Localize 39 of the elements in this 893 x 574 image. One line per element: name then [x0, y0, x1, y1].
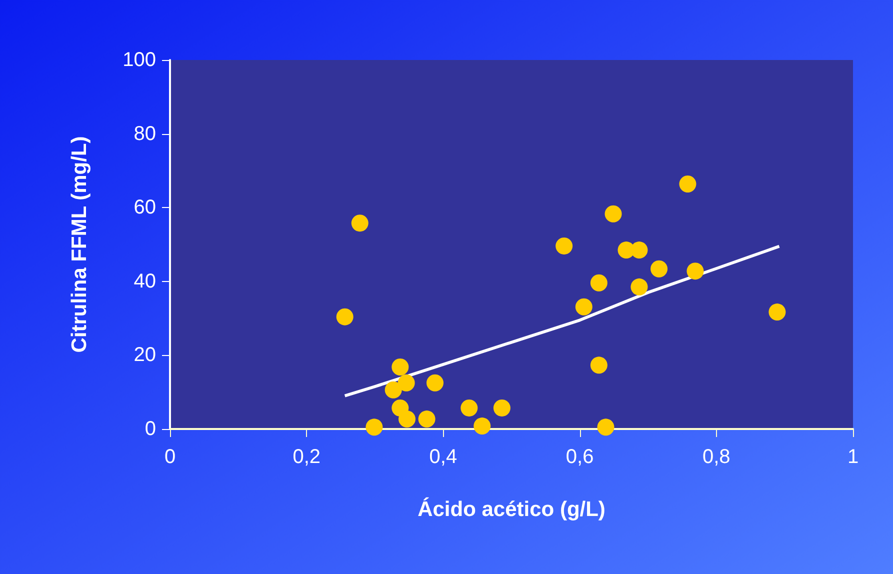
point: [590, 356, 608, 374]
point: [493, 399, 510, 416]
y-tick-label: 100: [122, 49, 156, 71]
point: [630, 242, 648, 259]
point: [474, 418, 491, 435]
point: [556, 237, 573, 254]
point: [336, 308, 354, 326]
point: [366, 418, 383, 436]
point: [398, 374, 415, 392]
point: [630, 278, 648, 296]
point: [575, 298, 592, 316]
x-tick-label: 0,6: [566, 446, 594, 468]
point: [679, 175, 696, 192]
x-tick-label: 0,8: [702, 446, 730, 468]
point: [768, 304, 786, 321]
point: [351, 214, 368, 232]
point: [650, 260, 668, 278]
point: [604, 205, 622, 222]
y-tick-label: 60: [134, 196, 156, 219]
y-tick-label: 80: [134, 122, 156, 145]
point: [392, 358, 409, 376]
point: [398, 410, 416, 428]
x-tick-label: 0: [164, 446, 176, 468]
point: [384, 381, 402, 398]
x-tick-label: 0,2: [292, 446, 321, 468]
y-tick-label: 0: [144, 418, 156, 440]
x-tick-label: 1: [847, 446, 859, 468]
point: [418, 410, 436, 428]
x-axis-title: Ácido acético (g/L): [418, 497, 606, 521]
y-tick-label: 20: [134, 344, 156, 366]
point: [460, 399, 478, 416]
y-axis-title: Citrulina FFML (mg/L): [68, 136, 91, 353]
point: [686, 262, 704, 280]
point: [590, 274, 608, 292]
x-tick-label: 0,4: [429, 446, 458, 468]
y-tick-label: 40: [134, 270, 156, 292]
point: [597, 418, 614, 436]
line-series: [343, 244, 781, 398]
point: [426, 374, 444, 392]
